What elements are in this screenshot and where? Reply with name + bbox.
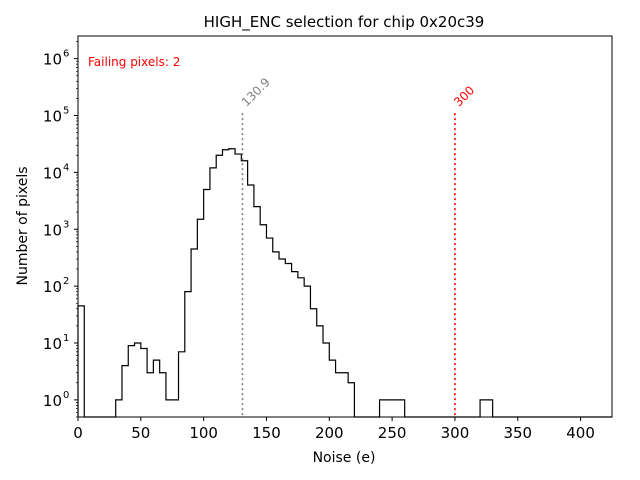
x-tick-label: 400 bbox=[566, 424, 595, 442]
histogram-bar bbox=[166, 400, 172, 417]
y-tick-label: 10 bbox=[43, 335, 62, 353]
histogram-bar bbox=[336, 373, 342, 417]
y-tick-label: 10 bbox=[43, 392, 62, 410]
histogram-bar bbox=[147, 373, 153, 417]
annotation-failing-pixels: Failing pixels: 2 bbox=[88, 55, 180, 69]
x-tick-label: 50 bbox=[131, 424, 150, 442]
histogram-bar bbox=[304, 286, 310, 417]
y-tick-exponent: 4 bbox=[63, 162, 69, 173]
x-axis-label: Noise (e) bbox=[313, 450, 376, 466]
histogram-bar bbox=[229, 149, 235, 417]
histogram-bar bbox=[191, 249, 197, 417]
x-axis: 0 50 100 150 200 250 300 350 400 bbox=[73, 417, 595, 442]
vline-label-300: 300 bbox=[451, 83, 477, 109]
y-tick-exponent: 0 bbox=[63, 390, 69, 401]
histogram-bar bbox=[323, 343, 329, 417]
histogram-bar bbox=[279, 259, 285, 417]
histogram-bar bbox=[179, 352, 185, 417]
histogram-bar bbox=[128, 346, 134, 417]
histogram-bar bbox=[210, 168, 216, 417]
histogram-bar bbox=[160, 373, 166, 417]
x-tick-label: 150 bbox=[252, 424, 281, 442]
chart-title: HIGH_ENC selection for chip 0x20c39 bbox=[204, 13, 485, 32]
histogram-bar bbox=[222, 150, 228, 417]
plot-frame bbox=[77, 35, 613, 418]
histogram-bar bbox=[392, 400, 398, 417]
x-tick-label: 250 bbox=[378, 424, 407, 442]
x-tick-label: 0 bbox=[73, 424, 83, 442]
y-tick-label: 10 bbox=[43, 108, 62, 126]
histogram-bar bbox=[380, 400, 386, 417]
y-tick-exponent: 1 bbox=[63, 333, 69, 344]
histogram-bar bbox=[185, 292, 191, 417]
x-tick-label: 100 bbox=[189, 424, 218, 442]
histogram-bar bbox=[197, 219, 203, 417]
histogram-bar bbox=[386, 400, 392, 417]
y-tick-label: 10 bbox=[43, 278, 62, 296]
y-tick-label: 10 bbox=[43, 164, 62, 182]
histogram-bar bbox=[292, 272, 298, 417]
histogram-bar bbox=[329, 360, 335, 417]
plot-area: 130.9 300 bbox=[77, 75, 612, 418]
x-tick-label: 300 bbox=[441, 424, 470, 442]
histogram-bar bbox=[486, 400, 492, 417]
histogram-bar bbox=[254, 207, 260, 417]
histogram-bar bbox=[273, 252, 279, 417]
histogram-bar bbox=[141, 349, 147, 417]
histogram-bar bbox=[116, 400, 122, 417]
histogram-bar bbox=[172, 400, 178, 417]
x-tick-label: 350 bbox=[503, 424, 532, 442]
histogram-bar bbox=[342, 373, 348, 417]
histogram-bar bbox=[398, 400, 404, 417]
y-tick-exponent: 2 bbox=[63, 276, 69, 287]
histogram-bar bbox=[122, 366, 128, 417]
histogram-bar bbox=[285, 263, 291, 417]
y-tick-exponent: 3 bbox=[63, 219, 69, 230]
histogram-bar bbox=[204, 190, 210, 417]
y-tick-exponent: 5 bbox=[63, 106, 69, 117]
vline-label-130.9: 130.9 bbox=[239, 75, 273, 109]
histogram-bar bbox=[153, 360, 159, 417]
y-tick-label: 10 bbox=[43, 221, 62, 239]
histogram-bar bbox=[298, 278, 304, 417]
histogram-bar bbox=[480, 400, 486, 417]
histogram-bar bbox=[348, 383, 354, 417]
y-axis-label: Number of pixels bbox=[15, 166, 31, 285]
histogram-outline bbox=[77, 148, 612, 418]
histogram-bar bbox=[248, 185, 254, 417]
histogram-bar bbox=[317, 326, 323, 417]
y-tick-exponent: 6 bbox=[63, 49, 69, 60]
histogram-bar bbox=[216, 155, 222, 417]
histogram-bar bbox=[78, 306, 84, 417]
histogram-bar bbox=[266, 238, 272, 417]
y-tick-label: 10 bbox=[43, 51, 62, 69]
histogram-bar bbox=[310, 309, 316, 417]
x-tick-label: 200 bbox=[315, 424, 344, 442]
histogram-bar bbox=[135, 343, 141, 417]
histogram-bar bbox=[260, 225, 266, 417]
histogram-bar bbox=[235, 154, 241, 417]
